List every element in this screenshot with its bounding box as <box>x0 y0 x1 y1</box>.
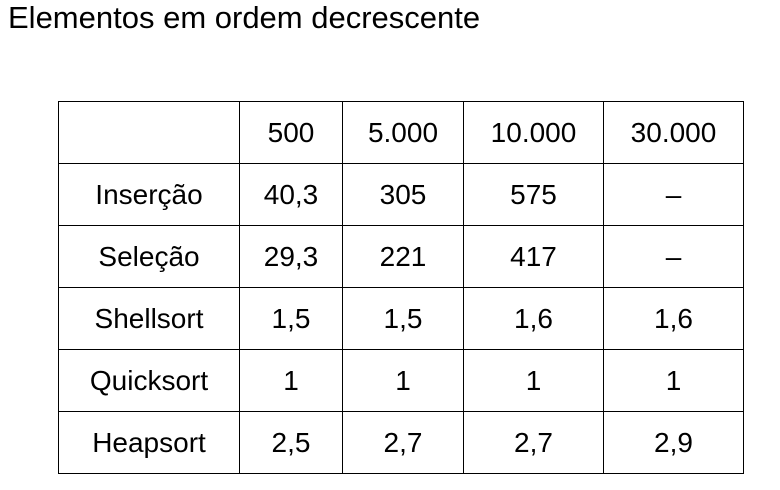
column-header: 10.000 <box>463 101 604 164</box>
table-header-row: 500 5.000 10.000 30.000 <box>58 101 744 164</box>
table-row: Quicksort 1 1 1 1 <box>58 349 744 412</box>
row-header: Quicksort <box>58 349 240 412</box>
table-cell: 1 <box>342 349 464 412</box>
table-cell: 1 <box>463 349 604 412</box>
table-cell: 29,3 <box>239 225 343 288</box>
row-header: Shellsort <box>58 287 240 350</box>
table-cell: 575 <box>463 163 604 226</box>
column-header: 500 <box>239 101 343 164</box>
table-cell: 305 <box>342 163 464 226</box>
table-cell: 1 <box>239 349 343 412</box>
table-cell: 1,6 <box>463 287 604 350</box>
row-header: Inserção <box>58 163 240 226</box>
table-row: Heapsort 2,5 2,7 2,7 2,9 <box>58 411 744 474</box>
table-row: Inserção 40,3 305 575 – <box>58 163 744 226</box>
comparison-table: 500 5.000 10.000 30.000 Inserção 40,3 30… <box>58 101 744 474</box>
table-cell: 221 <box>342 225 464 288</box>
table-cell: – <box>603 163 744 226</box>
table-row: Seleção 29,3 221 417 – <box>58 225 744 288</box>
table-cell: 1,5 <box>239 287 343 350</box>
table-cell: 417 <box>463 225 604 288</box>
table-cell: 1 <box>603 349 744 412</box>
column-header: 30.000 <box>603 101 744 164</box>
corner-cell <box>58 101 240 164</box>
table-cell: 1,6 <box>603 287 744 350</box>
page-title: Elementos em ordem decrescente <box>8 0 481 35</box>
table-cell: 1,5 <box>342 287 464 350</box>
row-header: Seleção <box>58 225 240 288</box>
table-cell: 2,7 <box>342 411 464 474</box>
table-cell: 2,5 <box>239 411 343 474</box>
row-header: Heapsort <box>58 411 240 474</box>
column-header: 5.000 <box>342 101 464 164</box>
table-cell: 2,9 <box>603 411 744 474</box>
table-cell: 40,3 <box>239 163 343 226</box>
table-cell: 2,7 <box>463 411 604 474</box>
table-cell: – <box>603 225 744 288</box>
table-row: Shellsort 1,5 1,5 1,6 1,6 <box>58 287 744 350</box>
